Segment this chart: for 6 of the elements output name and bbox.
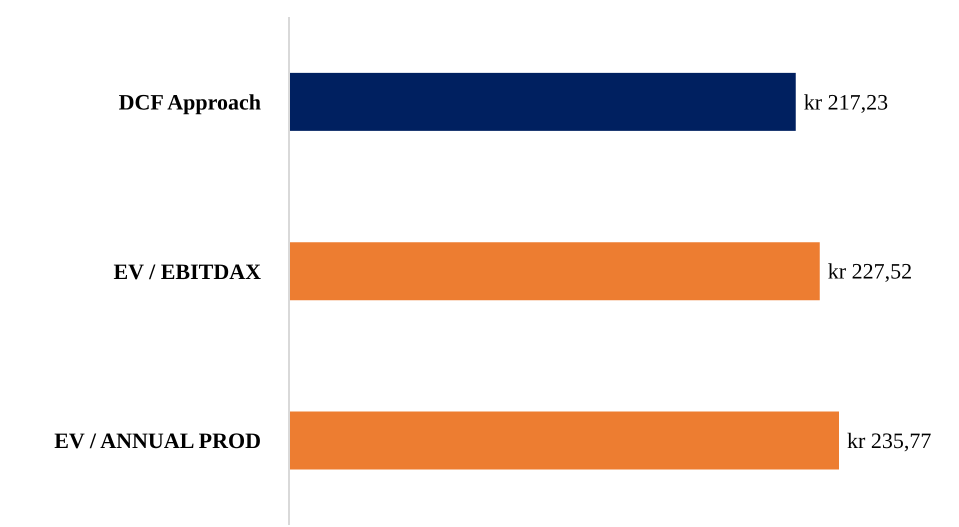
data-label: kr 235,77 — [847, 428, 932, 454]
data-label: kr 227,52 — [828, 258, 912, 284]
y-tick-label: EV / ANNUAL PROD — [54, 428, 261, 454]
y-tick-label: EV / EBITDAX — [113, 258, 262, 284]
data-label: kr 217,23 — [804, 89, 888, 114]
y-tick-label: DCF Approach — [118, 89, 261, 114]
